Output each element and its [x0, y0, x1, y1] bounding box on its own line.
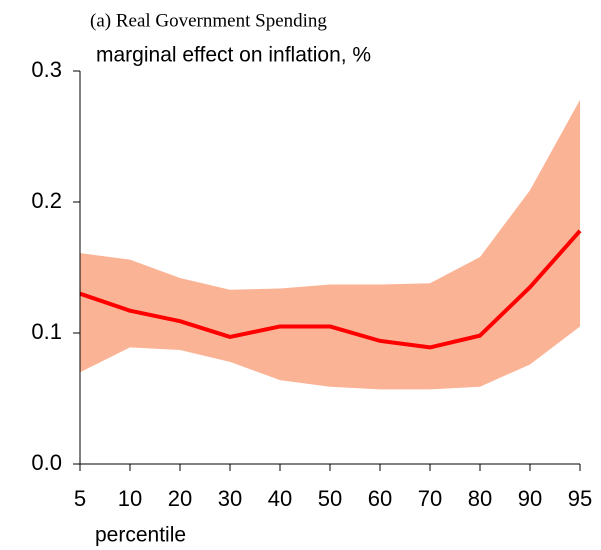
- line: [79, 229, 582, 350]
- x-axis-label: percentile: [95, 524, 186, 547]
- x-tick-label: 70: [418, 486, 442, 511]
- confidence-band: [80, 99, 580, 390]
- x-tick-label: 50: [318, 486, 342, 511]
- x-tick-label: 10: [118, 486, 142, 511]
- y-tick-label: 0.0: [31, 450, 62, 475]
- chart-title: (a) Real Government Spending: [90, 10, 327, 31]
- x-tick-label: 95: [568, 486, 592, 511]
- x-tick-label: 80: [468, 486, 492, 511]
- y-tick-label: 0.2: [31, 188, 62, 213]
- y-axis-label: marginal effect on inflation, %: [96, 44, 371, 67]
- x-tick-label: 90: [518, 486, 542, 511]
- x-tick-label: 60: [368, 486, 392, 511]
- x-tick-label: 5: [74, 486, 86, 511]
- y-tick-label: 0.3: [31, 57, 62, 82]
- x-tick-label: 40: [268, 486, 292, 511]
- y-tick-label: 0.1: [31, 319, 62, 344]
- x-tick-label: 20: [168, 486, 192, 511]
- x-tick-label: 30: [218, 486, 242, 511]
